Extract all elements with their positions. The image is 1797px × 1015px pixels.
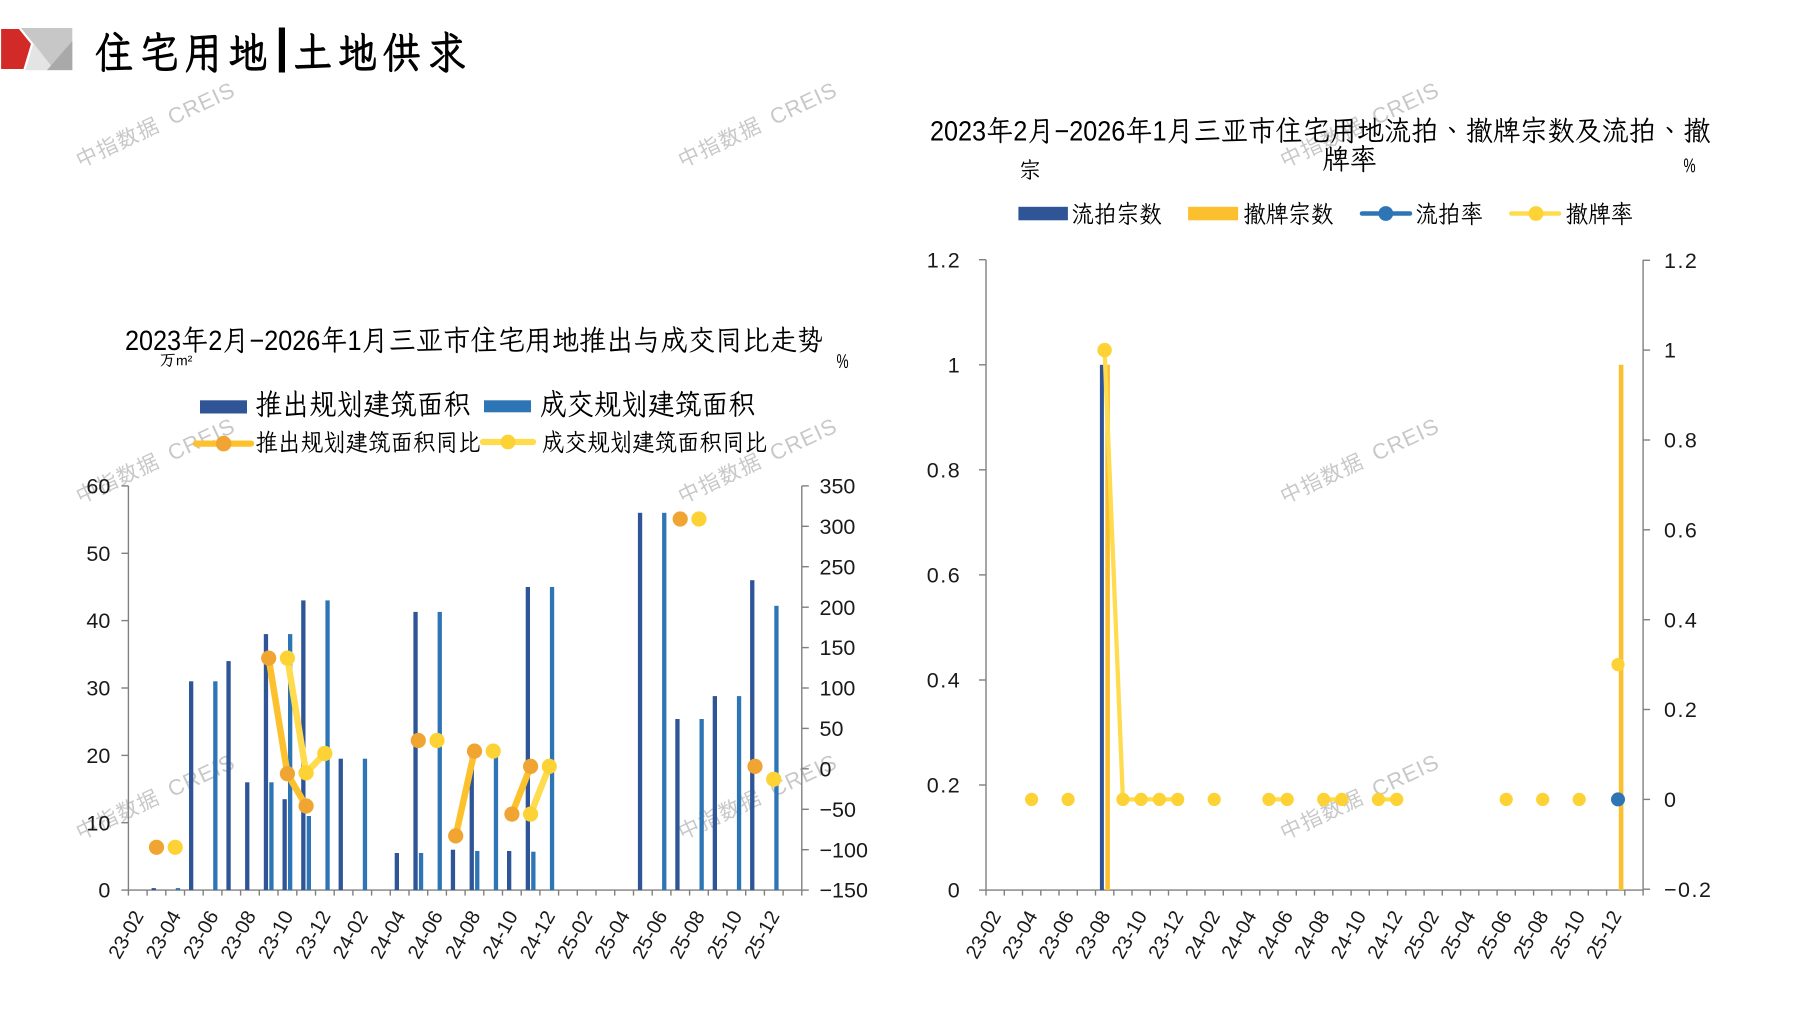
svg-text:0.4: 0.4 (927, 669, 961, 693)
svg-text:60: 60 (86, 475, 110, 499)
svg-text:0.8: 0.8 (927, 458, 961, 482)
svg-text:0.6: 0.6 (1664, 518, 1698, 542)
svg-text:−0.2: −0.2 (1664, 878, 1712, 902)
svg-text:0.8: 0.8 (1664, 429, 1698, 453)
svg-text:350: 350 (820, 475, 856, 499)
svg-text:20: 20 (86, 744, 110, 768)
svg-text:−100: −100 (820, 838, 868, 862)
svg-text:1: 1 (1664, 339, 1677, 363)
svg-text:50: 50 (820, 717, 844, 741)
svg-text:150: 150 (820, 636, 856, 660)
svg-text:−150: −150 (820, 879, 868, 903)
svg-text:0: 0 (948, 879, 961, 903)
svg-text:0: 0 (820, 757, 832, 781)
svg-text:10: 10 (86, 811, 110, 835)
svg-text:−50: −50 (820, 798, 857, 822)
svg-text:1: 1 (948, 353, 961, 377)
svg-text:1.2: 1.2 (927, 248, 961, 272)
svg-text:0.2: 0.2 (1664, 698, 1698, 722)
svg-text:300: 300 (820, 515, 856, 539)
svg-text:100: 100 (820, 677, 856, 701)
svg-text:0: 0 (1664, 788, 1677, 812)
svg-text:1.2: 1.2 (1664, 249, 1698, 273)
svg-text:50: 50 (86, 542, 110, 566)
svg-text:0.4: 0.4 (1664, 608, 1698, 632)
svg-text:200: 200 (820, 596, 856, 620)
svg-text:0.2: 0.2 (927, 774, 961, 798)
svg-text:0.6: 0.6 (927, 564, 961, 588)
svg-text:40: 40 (86, 609, 110, 633)
svg-text:250: 250 (820, 555, 856, 579)
svg-text:0: 0 (98, 879, 110, 903)
svg-text:30: 30 (86, 677, 110, 701)
